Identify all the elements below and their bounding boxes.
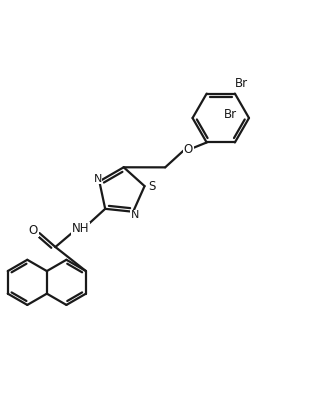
Text: Br: Br <box>235 77 248 90</box>
Text: N: N <box>130 210 139 220</box>
Text: Br: Br <box>224 108 237 121</box>
Text: O: O <box>29 224 38 237</box>
Text: O: O <box>184 143 193 156</box>
Text: N: N <box>94 174 102 184</box>
Text: S: S <box>148 180 156 192</box>
Text: NH: NH <box>71 222 89 235</box>
